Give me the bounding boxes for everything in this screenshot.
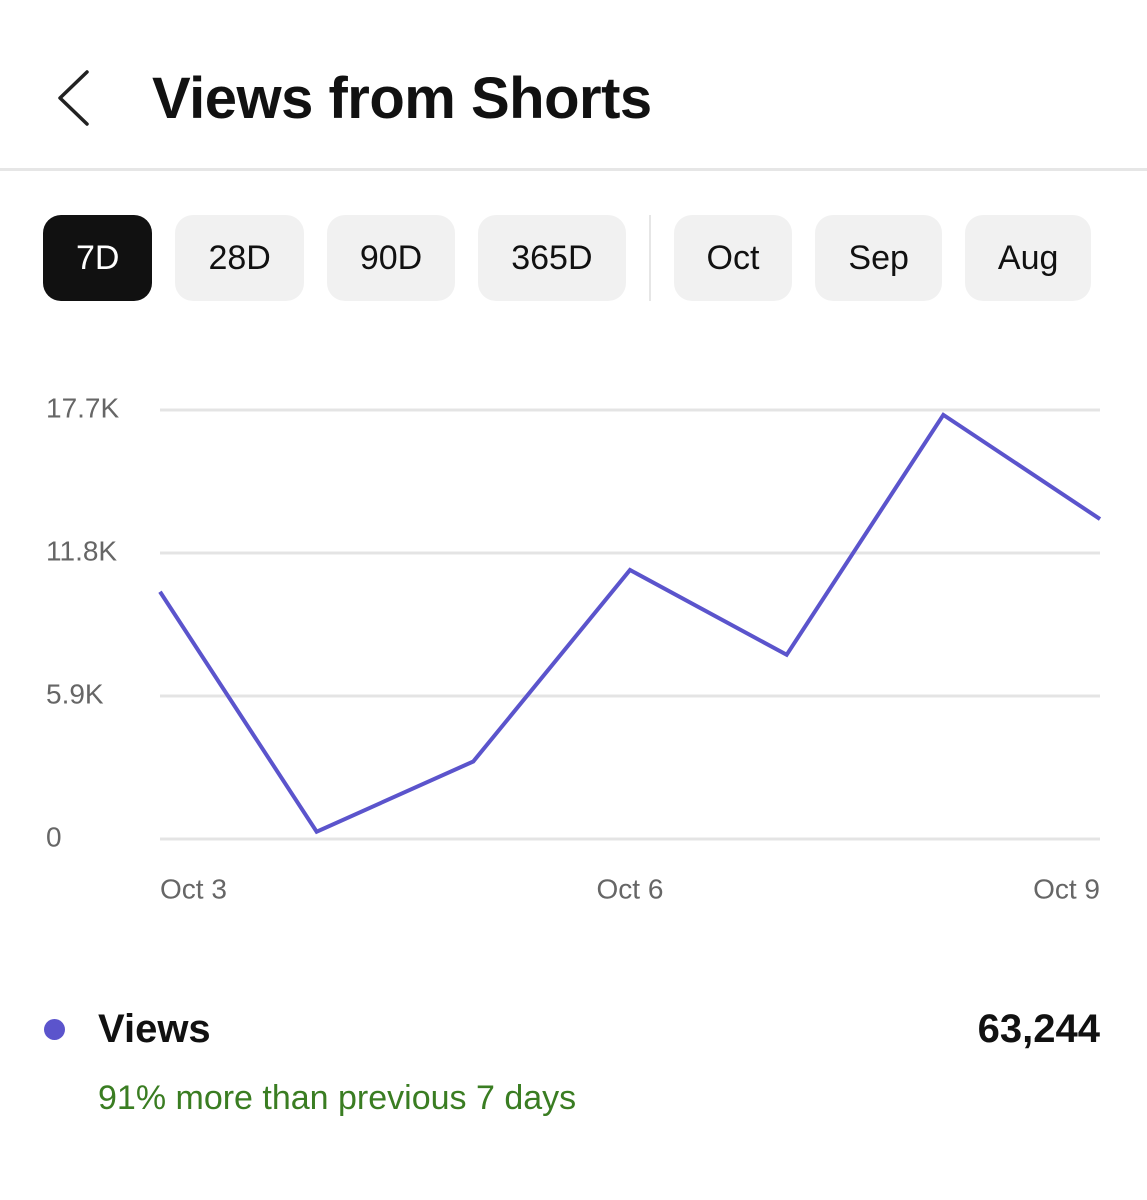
month-tab[interactable]: Aug	[964, 215, 1092, 301]
back-icon[interactable]	[58, 70, 89, 126]
range-tab[interactable]: 365D	[478, 215, 626, 301]
page-title: Views from Shorts	[152, 66, 652, 131]
tab-bar: 7D 28D 90D 365D Oct Sep Aug	[43, 215, 1147, 301]
total-value: 63,244	[977, 1007, 1100, 1051]
comparison-note: 91% more than previous 7 days	[98, 1079, 577, 1117]
back-button[interactable]	[0, 0, 120, 171]
range-tab[interactable]: 28D	[175, 215, 304, 301]
x-tick-label: Oct 3	[160, 873, 227, 904]
y-tick-label: 5.9K	[46, 678, 104, 709]
x-tick-label: Oct 6	[597, 873, 664, 904]
header: Views from Shorts	[0, 0, 1147, 171]
y-tick-label: 0	[46, 821, 62, 852]
range-tab[interactable]: 90D	[326, 215, 456, 301]
legend-label: Views	[98, 1007, 211, 1051]
chart: 0 5.9K 11.8K 17.7K Oct 3 Oct 6 Oct 9	[46, 392, 1102, 904]
month-tab[interactable]: Sep	[815, 215, 942, 301]
range-tab[interactable]: 7D	[43, 215, 153, 301]
data-line	[158, 412, 1102, 835]
tab-separator	[648, 215, 651, 301]
month-tab[interactable]: Oct	[673, 215, 793, 301]
legend-marker	[44, 1019, 65, 1040]
y-tick-label: 17.7K	[46, 392, 119, 423]
y-tick-label: 11.8K	[46, 535, 117, 566]
x-tick-label: Oct 9	[1033, 873, 1100, 904]
